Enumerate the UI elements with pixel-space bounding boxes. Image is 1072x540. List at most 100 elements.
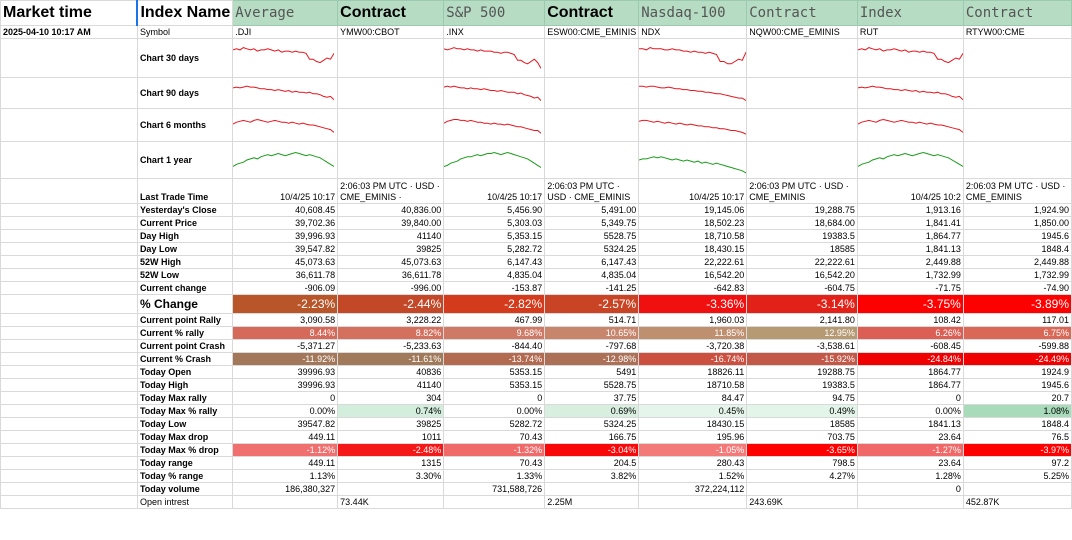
value-cell[interactable]: 19383.5	[746, 378, 858, 392]
row-label[interactable]: Yesterday's Close	[136, 203, 234, 217]
value-cell[interactable]: 5.25%	[962, 469, 1072, 483]
value-cell[interactable]: 1,924.90	[962, 203, 1072, 217]
value-cell[interactable]: 0.00%	[232, 404, 339, 418]
value-cell[interactable]	[337, 482, 445, 496]
value-cell[interactable]: 4,835.04	[544, 268, 640, 282]
value-cell[interactable]: 97.2	[962, 456, 1072, 470]
sparkline-cell[interactable]	[232, 141, 339, 179]
header-col-contract-4[interactable]: Contract	[962, 0, 1072, 26]
last-trade-cell[interactable]: 2:06:03 PM UTC · USD · CME_EMINIS	[544, 178, 640, 204]
header-col-average[interactable]: Average	[232, 0, 339, 26]
value-cell[interactable]: 39,996.93	[232, 229, 339, 243]
empty-cell[interactable]	[962, 108, 1072, 142]
value-cell[interactable]: 5,349.75	[544, 216, 640, 230]
value-cell[interactable]: 9.68%	[443, 326, 546, 340]
row-label[interactable]: Today Open	[136, 365, 234, 379]
value-cell[interactable]: 16,542.20	[746, 268, 858, 282]
value-cell[interactable]: 5282.72	[443, 417, 546, 431]
value-cell[interactable]: 2,449.88	[856, 255, 964, 269]
value-cell[interactable]: 108.42	[856, 313, 964, 327]
value-cell[interactable]: 45,073.63	[232, 255, 339, 269]
value-cell[interactable]: 1848.4	[962, 242, 1072, 256]
value-cell[interactable]: 39,840.00	[337, 216, 445, 230]
value-cell[interactable]: -844.40	[443, 339, 546, 353]
value-cell[interactable]: 1864.77	[856, 378, 964, 392]
value-cell[interactable]: -906.09	[232, 281, 339, 295]
value-cell[interactable]: -16.74%	[638, 352, 748, 366]
value-cell[interactable]: 19288.75	[746, 365, 858, 379]
value-cell[interactable]: 1,864.77	[856, 229, 964, 243]
value-cell[interactable]: -3,720.38	[638, 339, 748, 353]
value-cell[interactable]: -996.00	[337, 281, 445, 295]
empty-cell[interactable]	[337, 108, 445, 142]
value-cell[interactable]: -797.68	[544, 339, 640, 353]
value-cell[interactable]: 39825	[337, 242, 445, 256]
value-cell[interactable]: 11.85%	[638, 326, 748, 340]
open-interest-cell[interactable]	[232, 495, 339, 509]
symbol-cell[interactable]: .INX	[443, 25, 546, 39]
value-cell[interactable]: 204.5	[544, 456, 640, 470]
symbol-cell[interactable]: NDX	[638, 25, 748, 39]
value-cell[interactable]: 195.96	[638, 430, 748, 444]
value-cell[interactable]: 23.64	[856, 430, 964, 444]
sparkline-cell[interactable]	[232, 38, 339, 78]
value-cell[interactable]: 40836	[337, 365, 445, 379]
value-cell[interactable]: -599.88	[962, 339, 1072, 353]
row-label[interactable]: % Change	[136, 294, 234, 314]
sparkline-cell[interactable]	[443, 38, 546, 78]
symbol-label[interactable]: Symbol	[136, 25, 234, 39]
header-col-contract-2[interactable]: Contract	[544, 0, 640, 26]
sparkline-cell[interactable]	[638, 141, 748, 179]
header-index-name[interactable]: Index Name	[136, 0, 234, 26]
value-cell[interactable]: -3.75%	[856, 294, 964, 314]
value-cell[interactable]: 186,380,327	[232, 482, 339, 496]
symbol-cell[interactable]: .DJI	[232, 25, 339, 39]
value-cell[interactable]: 22,222.61	[746, 255, 858, 269]
value-cell[interactable]: 18,502.23	[638, 216, 748, 230]
value-cell[interactable]: 1011	[337, 430, 445, 444]
value-cell[interactable]: 40,608.45	[232, 203, 339, 217]
value-cell[interactable]: 5353.15	[443, 378, 546, 392]
value-cell[interactable]: 19,145.06	[638, 203, 748, 217]
value-cell[interactable]: 449.11	[232, 430, 339, 444]
value-cell[interactable]	[746, 482, 858, 496]
value-cell[interactable]	[962, 482, 1072, 496]
value-cell[interactable]: -24.84%	[856, 352, 964, 366]
sparkline-cell[interactable]	[856, 141, 964, 179]
sparkline-cell[interactable]	[443, 141, 546, 179]
last-trade-cell[interactable]: 2:06:03 PM UTC · USD · CME_EMINIS	[962, 178, 1072, 204]
value-cell[interactable]: 5,491.00	[544, 203, 640, 217]
value-cell[interactable]: 36,611.78	[337, 268, 445, 282]
header-col-nasdaq100[interactable]: Nasdaq-100	[638, 0, 748, 26]
value-cell[interactable]: -3.04%	[544, 443, 640, 457]
empty-cell[interactable]	[544, 141, 640, 179]
value-cell[interactable]: 3.82%	[544, 469, 640, 483]
row-label[interactable]: Today Max % rally	[136, 404, 234, 418]
symbol-cell[interactable]: NQW00:CME_EMINIS	[746, 25, 858, 39]
value-cell[interactable]: 39547.82	[232, 417, 339, 431]
value-cell[interactable]: 0.69%	[544, 404, 640, 418]
empty-cell[interactable]	[746, 38, 858, 78]
header-market-time[interactable]: Market time	[0, 0, 138, 26]
empty-cell[interactable]	[544, 108, 640, 142]
row-label[interactable]: Today Max drop	[136, 430, 234, 444]
symbol-cell[interactable]: ESW00:CME_EMINIS	[544, 25, 640, 39]
value-cell[interactable]: 5528.75	[544, 378, 640, 392]
value-cell[interactable]: 1.52%	[638, 469, 748, 483]
value-cell[interactable]: 37.75	[544, 391, 640, 405]
value-cell[interactable]: 1848.4	[962, 417, 1072, 431]
sparkline-cell[interactable]	[232, 77, 339, 109]
value-cell[interactable]: 94.75	[746, 391, 858, 405]
value-cell[interactable]: 0	[232, 391, 339, 405]
value-cell[interactable]: 41140	[337, 378, 445, 392]
value-cell[interactable]: 39,702.36	[232, 216, 339, 230]
value-cell[interactable]: -2.48%	[337, 443, 445, 457]
value-cell[interactable]: 19,288.75	[746, 203, 858, 217]
value-cell[interactable]: 39996.93	[232, 365, 339, 379]
row-label[interactable]: Current change	[136, 281, 234, 295]
value-cell[interactable]: 39,547.82	[232, 242, 339, 256]
open-interest-cell[interactable]: 73.44K	[337, 495, 445, 509]
value-cell[interactable]: -5,233.63	[337, 339, 445, 353]
value-cell[interactable]: -642.83	[638, 281, 748, 295]
value-cell[interactable]: 4.27%	[746, 469, 858, 483]
